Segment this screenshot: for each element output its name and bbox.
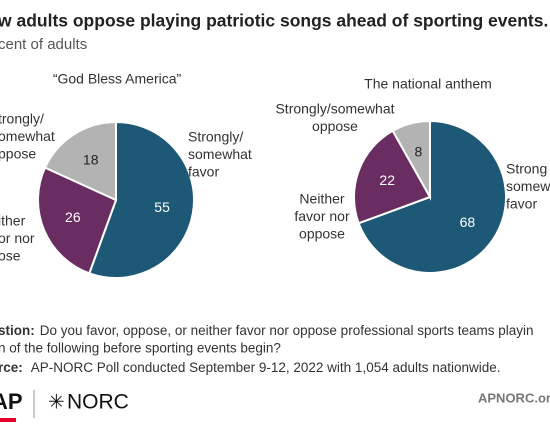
slice-label: oppose bbox=[312, 118, 358, 134]
slice-label: omewhat bbox=[0, 128, 55, 144]
slice-label: favor bbox=[188, 164, 219, 180]
slice-label: Strong bbox=[506, 161, 547, 177]
slice-label: somewhat bbox=[188, 146, 252, 162]
norc-star: ✳ bbox=[48, 391, 65, 413]
value-label: 22 bbox=[379, 172, 395, 188]
subtitle: cent of adults bbox=[0, 36, 87, 53]
pie-slice bbox=[353, 129, 432, 225]
slice-label: ither bbox=[0, 213, 26, 229]
slice-label: ppose bbox=[0, 146, 36, 162]
value-label: 55 bbox=[154, 199, 170, 215]
source-text: AP-NORC Poll conducted September 9-12, 2… bbox=[31, 360, 501, 375]
question: stion: Do you favor, oppose, or neither f… bbox=[0, 323, 534, 338]
pie-title: “God Bless America” bbox=[53, 71, 182, 87]
value-label: 8 bbox=[415, 144, 423, 160]
norc-logo: NORC bbox=[67, 391, 129, 414]
pie-slice bbox=[357, 119, 507, 274]
value-label: 18 bbox=[83, 151, 99, 167]
pie-slice bbox=[37, 166, 118, 275]
question-text: Do you favor, oppose, or neither favor n… bbox=[40, 323, 534, 338]
site: APNORC.or bbox=[478, 390, 550, 405]
slice-label: favor bbox=[506, 196, 537, 212]
value-label: 68 bbox=[460, 214, 476, 230]
value-label: 26 bbox=[65, 209, 81, 225]
ap-logo: AP bbox=[0, 389, 23, 414]
pie-slice bbox=[43, 120, 117, 202]
title: w adults oppose playing patriotic songs … bbox=[0, 11, 548, 31]
pie-title: The national anthem bbox=[364, 76, 492, 92]
slice-label: Neither bbox=[299, 191, 344, 207]
slice-label: Strongly/ bbox=[188, 129, 243, 145]
slice-label: trongly/ bbox=[0, 111, 44, 127]
pie-slice bbox=[88, 120, 195, 279]
slice-label: favor nor bbox=[294, 208, 350, 224]
slice-label: oppose bbox=[299, 226, 345, 242]
question: n of the following before sporting event… bbox=[0, 341, 281, 356]
slice-label: Strongly/somewhat bbox=[275, 101, 394, 117]
ap-logo-bar bbox=[0, 418, 16, 422]
question-label: stion: bbox=[0, 323, 35, 338]
pie-slice bbox=[391, 119, 431, 201]
source-label: rce: bbox=[0, 360, 23, 375]
slice-label: somew bbox=[506, 178, 550, 194]
slice-label: ose bbox=[0, 248, 21, 264]
slice-label: or nor bbox=[0, 230, 35, 246]
source: rce: AP-NORC Poll conducted September 9-1… bbox=[0, 360, 501, 375]
